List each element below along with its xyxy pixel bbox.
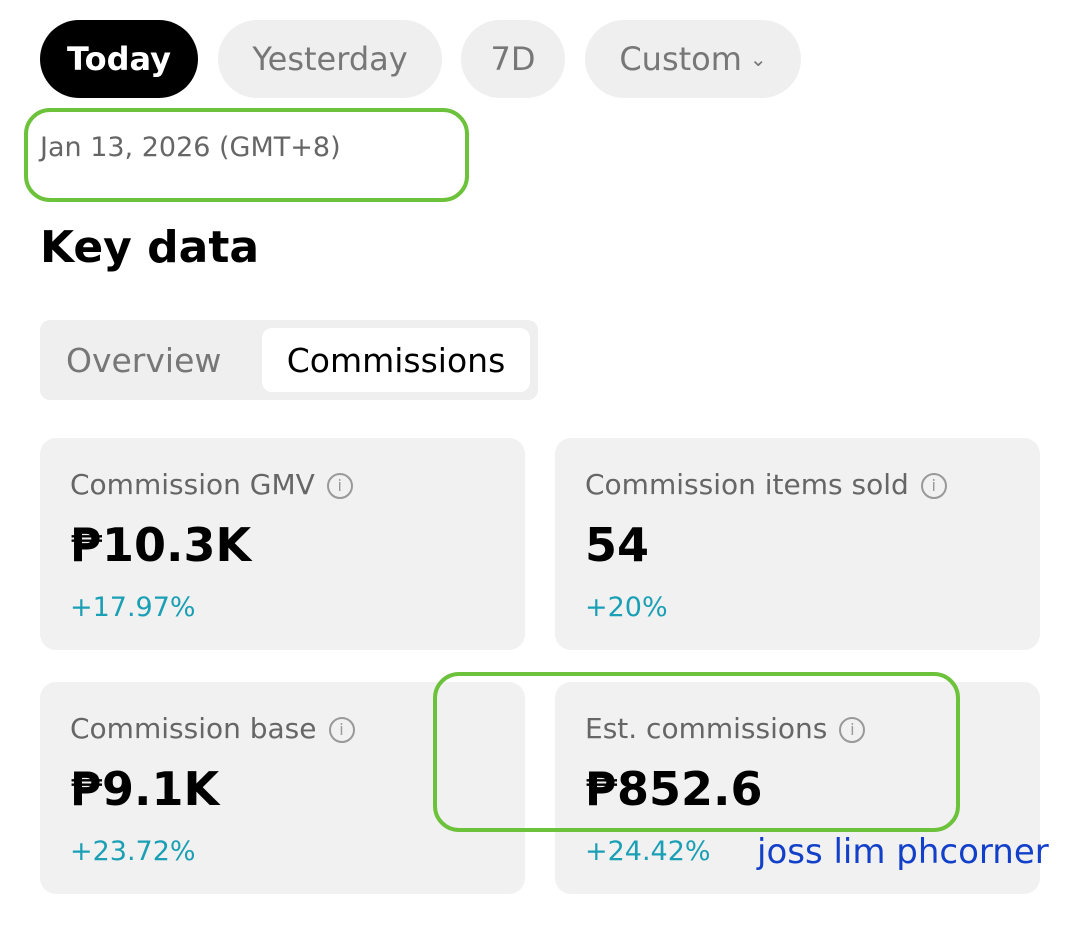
metric-change: +20% xyxy=(585,592,668,623)
metric-label: Commission base xyxy=(70,712,355,745)
metric-value: ₱10.3K xyxy=(70,518,252,572)
metric-change: +17.97% xyxy=(70,592,196,623)
segment[interactable]: Commissions xyxy=(262,328,530,392)
metric-card: Commission items sold 54 +20% xyxy=(555,438,1040,650)
metric-change: +24.42% xyxy=(585,836,711,867)
metric-value: 54 xyxy=(585,518,650,572)
chevron: ⌄ xyxy=(749,47,767,71)
metric-value: ₱9.1K xyxy=(70,762,220,816)
segment[interactable]: Overview xyxy=(66,340,222,380)
section-title: Key data xyxy=(40,222,260,273)
metric-label: Commission items sold xyxy=(585,468,947,501)
watermark: joss lim phcorner xyxy=(757,832,1049,872)
date: Jan 13, 2026 (GMT+8) xyxy=(40,132,341,163)
metric-label: Commission GMV xyxy=(70,468,353,501)
highlight xyxy=(433,672,960,832)
metric-card: Commission GMV ₱10.3K +17.97% xyxy=(40,438,525,650)
tab[interactable]: Custom ⌄ xyxy=(585,20,801,98)
tab[interactable]: Yesterday xyxy=(218,20,442,98)
highlight xyxy=(24,108,469,202)
metric-value: ₱852.6 xyxy=(585,762,763,816)
segmented-control: Overview Commissions xyxy=(40,320,538,400)
metric-card: Commission base ₱9.1K +23.72% xyxy=(40,682,525,894)
metric-change: +23.72% xyxy=(70,836,196,867)
metric-label: Est. commissions xyxy=(585,712,865,745)
tab[interactable]: 7D xyxy=(461,20,565,98)
tab[interactable]: Today xyxy=(40,20,198,98)
tab-label: Custom xyxy=(619,40,742,78)
